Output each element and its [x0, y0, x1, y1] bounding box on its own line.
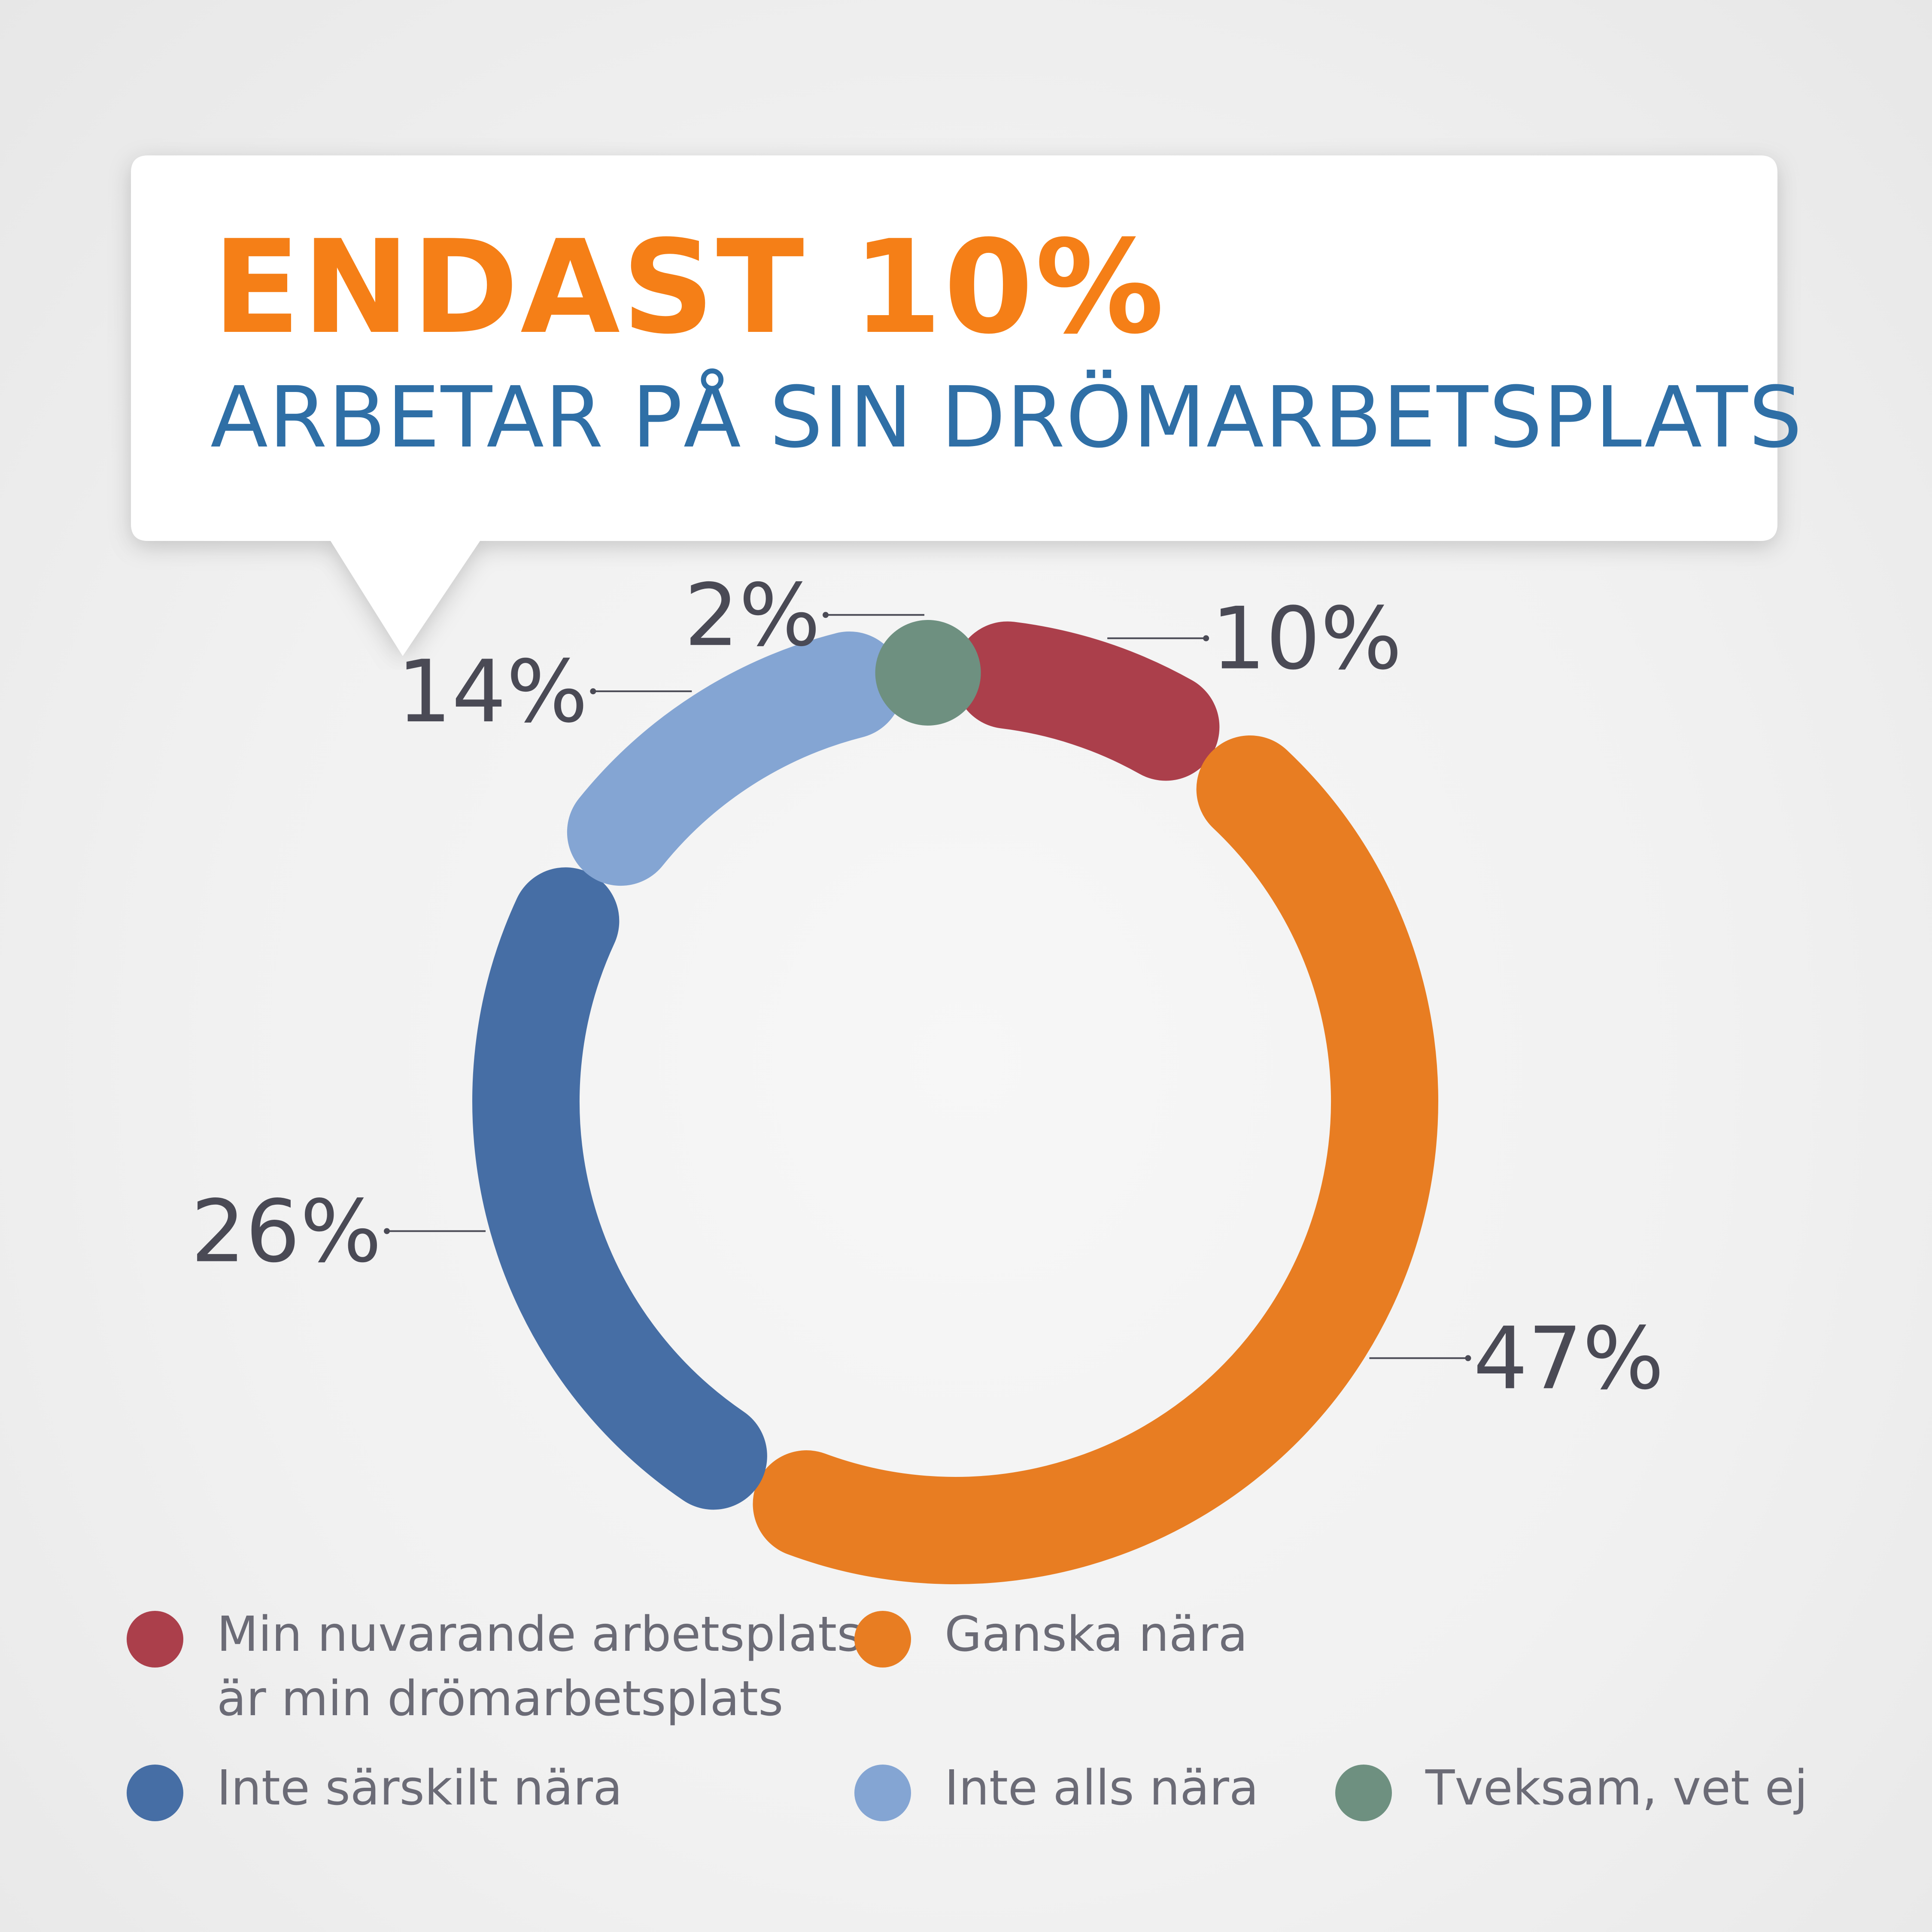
legend-dot-icon [127, 1611, 183, 1668]
legend-dot-icon [854, 1765, 911, 1821]
leader-endpoint [1465, 1355, 1471, 1361]
percentage-label: 47% [1473, 1309, 1664, 1409]
legend-label: Ganska nära [945, 1607, 1248, 1662]
percentage-label: 26% [191, 1182, 382, 1282]
donut-callouts: 10% 47% 26% 14% 2% [191, 565, 1664, 1409]
legend-dot-icon [1335, 1765, 1392, 1821]
legend-item-min-nuvarande: Min nuvarande arbetsplats är min drömarb… [127, 1602, 862, 1731]
callout-shape [131, 155, 1777, 656]
legend-item-tveksam: Tveksam, vet ej [1335, 1756, 1807, 1821]
legend-dot-icon [854, 1611, 911, 1668]
legend-label: Tveksam, vet ej [1425, 1760, 1808, 1816]
leader-endpoint [823, 612, 829, 618]
leader-endpoint [384, 1228, 390, 1234]
percentage-label: 14% [397, 642, 588, 742]
legend-label: Min nuvarande arbetsplats är min drömarb… [217, 1607, 862, 1727]
donut-segment-inte-alls-nära [567, 631, 903, 886]
donut-segment-inte-särskilt-nära [472, 867, 767, 1510]
donut-segment-ganska-nära [753, 735, 1438, 1584]
donut-arcs [472, 620, 1438, 1584]
headline-subtitle: ARBETAR PÅ SIN DRÖMARBETSPLATS [210, 369, 1803, 467]
legend-item-inte-alls-nara: Inte alls nära [854, 1756, 1259, 1821]
percentage-label: 10% [1211, 589, 1402, 689]
title-callout-bubble [131, 155, 1777, 656]
legend-dot-icon [127, 1765, 183, 1821]
headline-title: ENDAST 10% [213, 213, 1166, 362]
percentage-label: 2% [684, 565, 820, 665]
leader-endpoint [1203, 635, 1209, 641]
legend-label: Inte alls nära [945, 1760, 1259, 1816]
legend-item-inte-sarskilt-nara: Inte särskilt nära [127, 1756, 623, 1821]
legend-label: Inte särskilt nära [217, 1760, 623, 1816]
donut-segment-min-nuvarande-arbetsplats [954, 621, 1220, 781]
legend-item-ganska-nara: Ganska nära [854, 1602, 1248, 1668]
donut-segment-tveksam-vet-ej [875, 620, 981, 726]
leader-endpoint [590, 688, 596, 695]
